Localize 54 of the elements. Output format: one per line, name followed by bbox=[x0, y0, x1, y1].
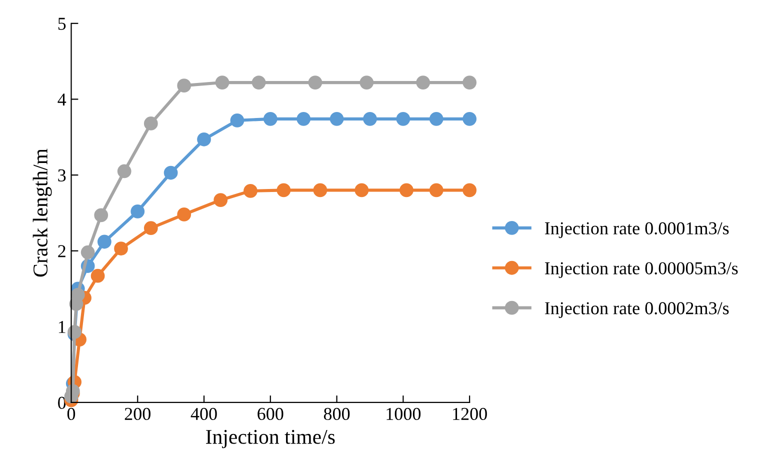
point bbox=[400, 183, 414, 198]
point bbox=[462, 76, 477, 90]
legend-label: Injection rate 0.0002m3/s bbox=[544, 302, 729, 318]
point bbox=[330, 112, 344, 126]
point bbox=[90, 268, 105, 283]
y-tick-label: 4 bbox=[58, 94, 66, 106]
point bbox=[252, 76, 266, 90]
y-tick-label: 5 bbox=[58, 18, 66, 30]
point bbox=[354, 183, 369, 198]
point bbox=[144, 221, 158, 236]
point bbox=[308, 76, 322, 90]
point bbox=[177, 78, 192, 93]
point bbox=[94, 208, 108, 222]
point bbox=[215, 76, 230, 90]
point bbox=[177, 208, 192, 222]
point bbox=[230, 114, 244, 128]
legend-label: Injection rate 0.00005m3/s bbox=[544, 262, 738, 278]
x-tick-label: 0 bbox=[67, 408, 76, 420]
point bbox=[97, 234, 112, 249]
point bbox=[313, 183, 328, 198]
x-tick-label: 1000 bbox=[386, 408, 421, 420]
y-tick-label: 3 bbox=[58, 169, 66, 182]
point bbox=[396, 112, 410, 126]
y-tick-label: 1 bbox=[58, 321, 66, 333]
point bbox=[296, 112, 311, 126]
point bbox=[114, 242, 128, 256]
x-tick-label: 1200 bbox=[453, 408, 487, 420]
point bbox=[68, 325, 82, 339]
y-axis-title: Crack length/m bbox=[32, 148, 52, 277]
point bbox=[462, 183, 477, 198]
point bbox=[244, 184, 258, 198]
point bbox=[462, 112, 477, 126]
point bbox=[70, 288, 85, 302]
x-axis-title: Injection time/s bbox=[206, 430, 335, 448]
point bbox=[363, 112, 377, 126]
point bbox=[164, 166, 178, 180]
point bbox=[416, 76, 430, 90]
point bbox=[144, 116, 158, 130]
point bbox=[360, 76, 374, 90]
point bbox=[276, 183, 291, 198]
point bbox=[197, 132, 211, 146]
point bbox=[80, 245, 95, 260]
point bbox=[429, 112, 444, 126]
x-tick-label: 800 bbox=[324, 408, 350, 420]
y-tick-label: 2 bbox=[58, 245, 66, 258]
x-tick-label: 600 bbox=[258, 408, 284, 420]
point bbox=[263, 112, 278, 126]
point bbox=[214, 193, 228, 207]
legend-label: Injection rate 0.0001m3/s bbox=[544, 222, 729, 238]
point bbox=[429, 183, 444, 198]
point bbox=[117, 164, 132, 178]
x-tick-label: 400 bbox=[190, 408, 217, 420]
point bbox=[130, 204, 145, 218]
x-tick-label: 200 bbox=[124, 408, 150, 420]
